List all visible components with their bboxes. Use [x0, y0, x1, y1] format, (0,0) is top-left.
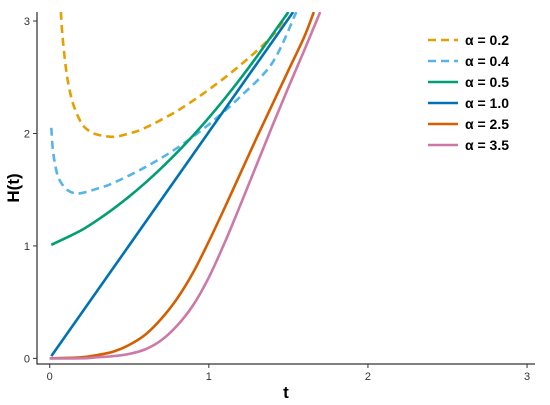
y-tick-label: 0: [24, 353, 30, 365]
y-tick-label: 1: [24, 241, 30, 253]
legend-label-2: α = 0.4: [465, 53, 509, 69]
axes: 0 1 2 3 0 1 2 3: [24, 12, 535, 383]
x-axis-title: t: [283, 383, 289, 402]
plot-lines: [49, 12, 322, 360]
x-tick-label: 1: [206, 371, 212, 383]
series-line-6: [49, 12, 322, 360]
series-line-4: [50, 12, 295, 357]
y-tick-label: 3: [24, 16, 30, 28]
series-line-1: [59, 12, 290, 139]
series-line-3: [50, 12, 290, 246]
x-tick-label: 2: [365, 371, 371, 383]
legend-label-5: α = 2.5: [465, 116, 509, 132]
y-tick-label: 2: [24, 128, 30, 140]
legend-label-1: α = 0.2: [465, 32, 509, 48]
x-tick-label: 3: [524, 371, 530, 383]
legend-label-4: α = 1.0: [465, 95, 509, 111]
legend-label-6: α = 3.5: [465, 137, 509, 153]
x-tick-label: 0: [47, 371, 53, 383]
series-line-5: [49, 12, 316, 360]
legend-label-3: α = 0.5: [465, 74, 509, 90]
series-line-2: [50, 12, 298, 195]
y-axis-title: H(t): [4, 173, 23, 202]
legend: α = 0.2 α = 0.4 α = 0.5 α = 1.0 α = 2.5 α = 3…: [428, 32, 509, 153]
